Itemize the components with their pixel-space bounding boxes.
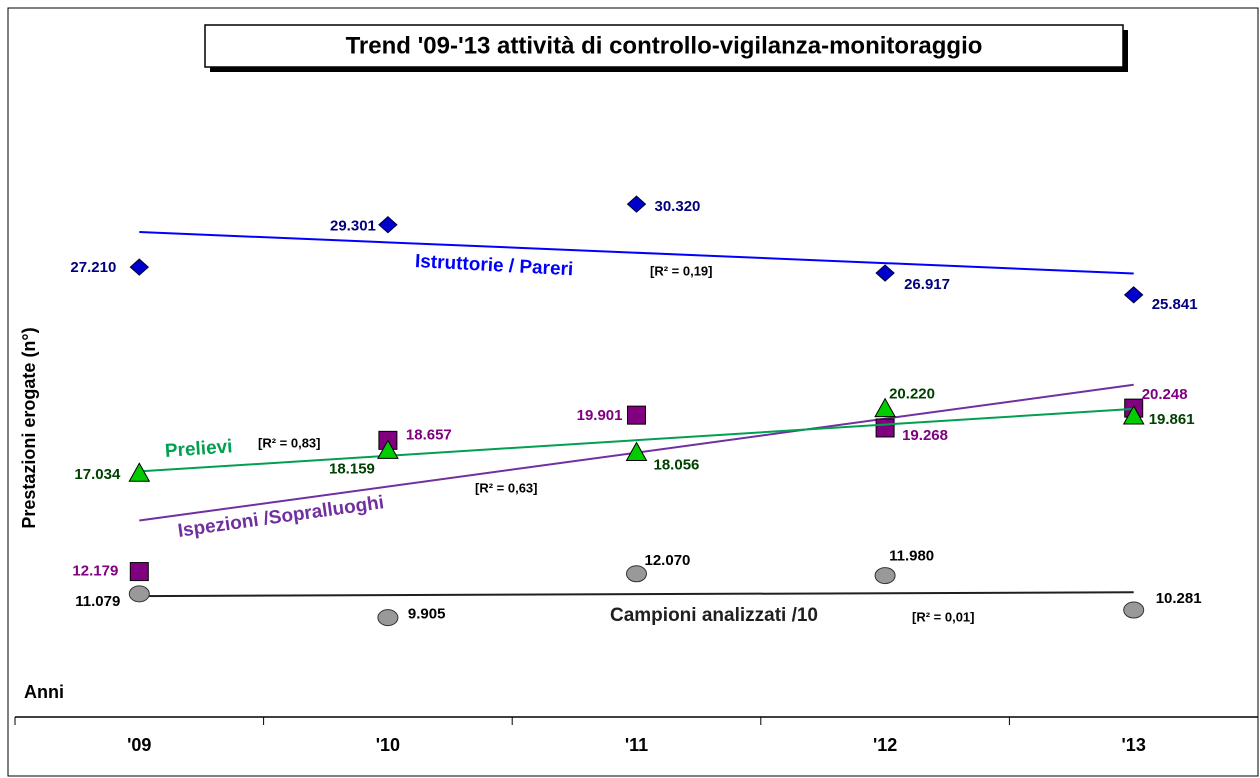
- data-label: 26.917: [904, 276, 950, 293]
- marker: [378, 216, 398, 234]
- y-axis-label: Prestazioni erogate (n°): [19, 327, 39, 528]
- marker: [874, 567, 896, 585]
- marker: [129, 562, 149, 582]
- chart-frame: [7, 7, 1259, 777]
- marker: [874, 397, 896, 418]
- marker: [1123, 601, 1145, 619]
- trendline: [139, 231, 1134, 275]
- data-label: 27.210: [70, 259, 116, 276]
- data-label: 30.320: [655, 198, 701, 215]
- data-label: 12.179: [72, 563, 118, 580]
- data-label: 12.070: [645, 552, 691, 569]
- marker: [626, 195, 647, 213]
- data-label: 11.980: [889, 548, 934, 565]
- marker: [627, 405, 646, 425]
- marker: [1122, 404, 1145, 425]
- marker: [626, 565, 647, 583]
- x-tick-label: '09: [127, 735, 151, 755]
- trendline: [139, 407, 1134, 473]
- series-name: Istruttorie / Pareri: [414, 251, 573, 280]
- x-axis-label: Anni: [24, 682, 64, 702]
- data-label: 19.901: [577, 407, 623, 424]
- series-name: Ispezioni /Sopralluoghi: [176, 492, 385, 542]
- r2-label: [R² = 0,01]: [912, 609, 975, 624]
- marker: [128, 462, 151, 482]
- marker: [625, 441, 648, 462]
- chart-title: Trend '09-'13 attività di controllo-vigi…: [346, 32, 983, 59]
- data-label: 19.861: [1149, 411, 1195, 428]
- r2-label: [R² = 0,83]: [258, 435, 321, 450]
- data-label: 20.248: [1142, 386, 1188, 403]
- marker: [1123, 286, 1144, 304]
- x-tick-label: '12: [873, 735, 897, 755]
- data-label: 11.079: [75, 593, 120, 610]
- marker: [129, 258, 150, 276]
- data-label: 10.281: [1156, 590, 1202, 607]
- trendline: [139, 591, 1134, 598]
- x-tick-label: '10: [376, 735, 400, 755]
- data-label: 18.657: [406, 426, 452, 443]
- marker: [875, 418, 895, 438]
- data-label: 18.159: [329, 460, 375, 477]
- series-name: Campioni analizzati /10: [610, 605, 818, 626]
- data-label: 29.301: [330, 218, 376, 235]
- x-tick-label: '13: [1122, 735, 1146, 755]
- data-label: 25.841: [1152, 296, 1198, 313]
- data-label: 20.220: [889, 386, 935, 403]
- marker: [128, 585, 150, 603]
- data-label: 17.034: [74, 466, 121, 483]
- marker: [875, 264, 895, 282]
- data-label: 19.268: [902, 427, 948, 444]
- series-name: Prelievi: [164, 436, 233, 462]
- r2-label: [R² = 0,19]: [650, 263, 713, 278]
- data-label: 18.056: [654, 456, 700, 473]
- x-tick-label: '11: [625, 735, 648, 755]
- data-label: 9.905: [408, 606, 446, 623]
- marker: [377, 439, 399, 459]
- title-box: [204, 24, 1124, 68]
- marker: [377, 609, 399, 627]
- r2-label: [R² = 0,63]: [475, 480, 538, 495]
